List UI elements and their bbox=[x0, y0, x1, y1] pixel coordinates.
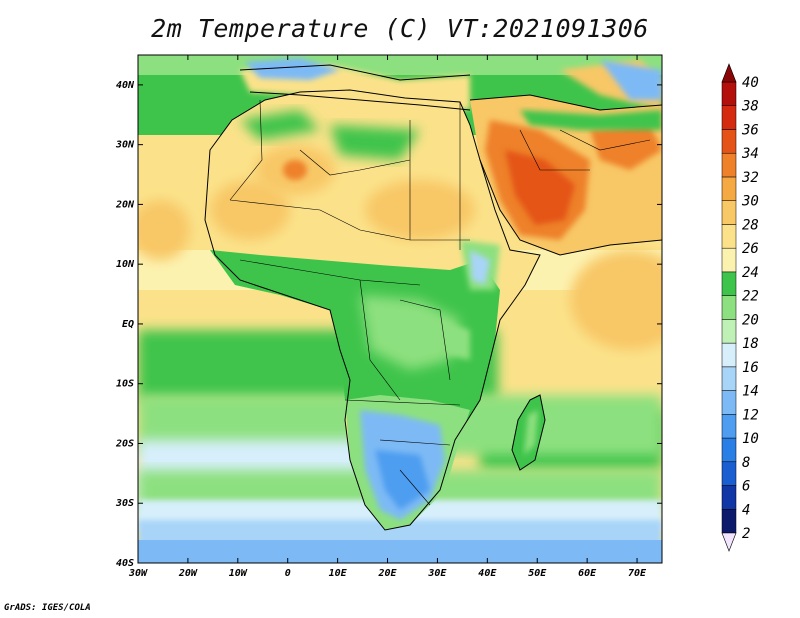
colorbar-segment bbox=[721, 437, 737, 463]
colorbar-segment bbox=[721, 461, 737, 486]
colorbar-label: 8 bbox=[742, 455, 750, 471]
x-tick-label: 10W bbox=[229, 568, 248, 579]
axis-ticks bbox=[137, 55, 662, 564]
x-tick-label: 70E bbox=[628, 568, 647, 579]
colorbar-label: 18 bbox=[742, 336, 759, 352]
y-tick-label: 40S bbox=[116, 558, 134, 569]
colorbar-segment bbox=[721, 319, 737, 344]
colorbar-label: 14 bbox=[742, 384, 759, 400]
x-tick-label: 10E bbox=[329, 568, 348, 579]
colorbar bbox=[721, 63, 737, 552]
chart-title: 2m Temperature (C) VT:2021091306 bbox=[151, 14, 649, 43]
x-tick-label: 60E bbox=[578, 568, 597, 579]
colorbar-label: 10 bbox=[742, 431, 759, 447]
y-tick-label: 30N bbox=[115, 140, 135, 151]
x-tick-label: 20E bbox=[377, 568, 397, 579]
y-axis-labels: 40S 30S 20S 10S EQ 10N 20N 30N 40N bbox=[115, 80, 135, 569]
x-tick-label: 40E bbox=[478, 568, 497, 579]
colorbar-label: 12 bbox=[742, 407, 759, 423]
country-borders bbox=[229, 99, 651, 506]
colorbar-segment bbox=[721, 414, 737, 439]
coastlines bbox=[204, 64, 663, 531]
colorbar-label: 16 bbox=[742, 360, 759, 376]
colorbar-segment bbox=[721, 224, 737, 249]
colorbar-label: 38 bbox=[741, 99, 759, 115]
y-tick-label: EQ bbox=[122, 319, 134, 330]
colorbar-segment bbox=[721, 485, 737, 510]
colorbar-segment bbox=[721, 390, 737, 415]
plot-frame bbox=[137, 54, 663, 564]
colorbar-label: 22 bbox=[742, 289, 759, 305]
colorbar-label: 30 bbox=[741, 194, 759, 210]
colorbar-segment bbox=[721, 200, 737, 225]
colorbar-segment bbox=[721, 295, 737, 320]
colorbar-segment bbox=[721, 247, 737, 273]
y-tick-label: 20N bbox=[115, 199, 135, 210]
x-tick-label: 20W bbox=[178, 568, 198, 579]
colorbar-label: 4 bbox=[742, 502, 750, 518]
colorbar-segment bbox=[721, 152, 737, 178]
x-tick-label: 50E bbox=[528, 568, 547, 579]
colorbar-label: 6 bbox=[742, 479, 750, 495]
x-axis-labels: 30W 20W 10W 0 10E 20E 30E 40E 50E 60E 70E bbox=[128, 568, 647, 579]
colorbar-label: 24 bbox=[742, 265, 759, 281]
x-tick-label: 30W bbox=[128, 568, 148, 579]
colorbar-segment bbox=[721, 271, 737, 296]
x-tick-label: 0 bbox=[285, 568, 291, 579]
y-tick-label: 10N bbox=[116, 259, 135, 270]
colorbar-segment bbox=[721, 81, 737, 106]
y-tick-label: 40N bbox=[116, 80, 135, 91]
y-tick-label: 20S bbox=[115, 438, 134, 449]
colorbar-label: 36 bbox=[741, 122, 759, 138]
colorbar-label: 26 bbox=[742, 241, 759, 257]
colorbar-segment bbox=[721, 105, 737, 130]
colorbar-segment bbox=[721, 176, 737, 201]
colorbar-label: 28 bbox=[742, 217, 759, 233]
y-tick-label: 30S bbox=[115, 498, 134, 509]
colorbar-label: 32 bbox=[741, 170, 759, 186]
colorbar-extend-low bbox=[721, 532, 737, 552]
colorbar-segment bbox=[721, 342, 737, 368]
colorbar-label: 40 bbox=[742, 75, 759, 91]
colorbar-segment bbox=[721, 366, 737, 391]
x-tick-label: 30E bbox=[427, 568, 447, 579]
colorbar-label: 34 bbox=[741, 146, 759, 162]
colorbar-extend-high bbox=[721, 63, 737, 83]
colorbar-label: 20 bbox=[742, 312, 759, 328]
colorbar-segment bbox=[721, 129, 737, 154]
colorbar-segment bbox=[721, 509, 737, 534]
credit-text: GrADS: IGES/COLA bbox=[4, 603, 91, 613]
y-tick-label: 10S bbox=[116, 379, 134, 390]
colorbar-label: 2 bbox=[742, 526, 750, 542]
